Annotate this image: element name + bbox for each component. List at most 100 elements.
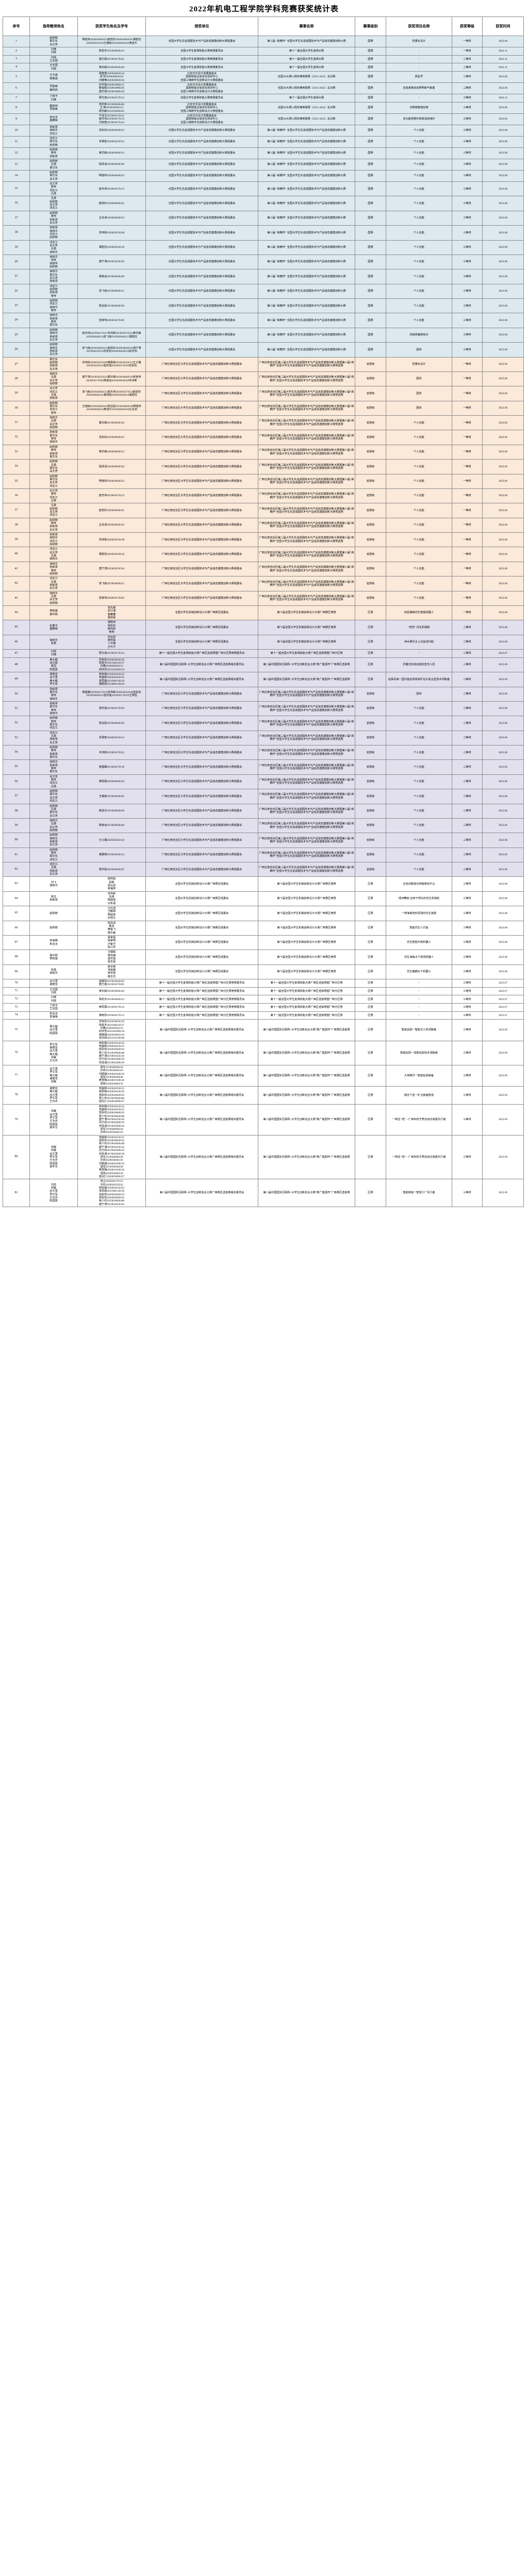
cell-grade: 一等奖 [452,400,483,416]
cell-competition: 广西壮族自治区第二届大学生先进成图技术与产品信息建模创新大赛暨第15届“高教杯”… [258,473,355,489]
cell-seq: 81 [3,1179,30,1207]
cell-competition: 第八届中国国际互联网+大学生创新创业大赛“数广集团杯”广西赛区选拔赛 [258,657,355,673]
table-row: 73 丁结平 王治国 黄思蓉2019030170132 第十一届全国大学生金相技能大赛广… [3,1003,524,1012]
table-row: 76 罗文军 谢德龙 谷万里 黄大健 邓敏 王为庆 钟剑锋2020030250333 朱庭新20… [3,1040,524,1065]
cell-teacher: 邓志江 赵耐丽 张栋梁 黎传 [29,283,78,299]
cell-student: 张家伟2020030170202 [77,313,146,328]
cell-grade: 三等奖 [452,269,483,284]
cell-student: 张家伟2020030170202 [77,590,146,606]
table-row: 74 朱治法 李海艳 黄晓彤2019030170112 第十一届全国大学生金相技能大赛广… [3,1011,524,1020]
cell-organization: 第八届中国国际互联网+大学生创新创业大赛广西赛区选拔赛组织委员会 [145,1104,258,1136]
cell-student: 梁冬2019040060228 孙祥2020030040118 刘颖旗2020020… [77,1064,146,1087]
cell-date: 2022.08 [482,605,524,621]
cell-student: 苏有钦2020030050229 宾俊杰2021048210137 孙雅202003… [77,1019,146,1041]
cell-level: 省部级 [355,503,386,518]
cell-organization: 广西壮族自治区大学生先进成图技术与产品信息建模创新大赛组委会 [145,473,258,489]
cell-student: 蒋东超2018030040418 [77,63,146,72]
cell-organization: 北京光华设计发展基金会 国家制造业信息化培训中心 全国三维数字化创新设计大赛组委会 [145,82,258,95]
cell-organization: 广西壮族自治区大学生先进成图技术与产品信息建模创新大赛组委会 [145,716,258,731]
cell-date: 2022.08 [482,620,524,635]
cell-date: 2022.08 [482,254,524,270]
cell-organization: 全国大学生机械创新设计大赛广西赛区组委会 [145,634,258,650]
cell-level: 国赛 [355,55,386,64]
cell-student: 杨莹莹2020030050134 张 钊2020030050226 刘康楠20200… [77,71,146,83]
cell-student: 黄昌耀2019030170136苏伟彬2020030250108范永松20200… [77,686,146,702]
cell-teacher: 赵耐丽 黎传 覃华东 邓志江 [29,716,78,731]
cell-level: 省部级 [355,386,386,401]
col-header-student: 获奖学生姓名及学号 [77,16,146,36]
cell-level: 省部级 [355,774,386,790]
cell-grade: 三等奖 [452,170,483,182]
cell-organization: 全国大学生先进成图技术与产品信息建模创新大赛组委会 [145,124,258,137]
cell-level: 省部级 [355,547,386,562]
table-row: 56 关文芳 黎传 邓志江 吕勇 黄政锟2020030040234 广西壮族自治区大学生先进… [3,774,524,790]
cell-seq: 35 [3,473,30,489]
cell-student: 张飞雨2019030040121欧蕊妙2020030040341唐宁涛20190… [77,342,146,358]
cell-student: 黄政锟2020030040234 [77,774,146,790]
cell-project: / [386,1003,452,1012]
cell-grade: 二等奖 [452,730,483,746]
cell-organization: 第八届中国国际互联网+大学生创新创业大赛广西赛区选拔赛组织委员会 [145,1064,258,1087]
cell-competition: 第八届中国国际互联网+大学生创新创业大赛“数广集团杯”广西赛区选拔赛 [258,1104,355,1136]
cell-competition: 第八届中国国际互联网+大学生创新创业大赛“数广集团杯”广西赛区选拔赛 [258,1040,355,1065]
cell-grade: 二等奖 [452,847,483,863]
cell-teacher: 秦四田 贾登峰 [29,101,78,114]
cell-seq: 65 [3,906,30,921]
cell-teacher: 谷万里 谢德龙 [29,979,78,988]
cell-competition: 第十一届全国大学生金相技能大赛广西区选拔赛暨广西分区赛 [258,995,355,1004]
cell-student: 欧杰伟2019030170113韦沛新2019030170223黄华森20200… [77,327,146,343]
cell-grade: 三等奖 [452,113,483,125]
cell-grade: 二等奖 [452,649,483,658]
cell-grade: 三等奖 [452,158,483,171]
cell-teacher: 赵耐丽 [29,920,78,936]
cell-organization: 全国大学生机械创新设计大赛广西赛区组委会 [145,605,258,621]
cell-project: 个人全能 [386,430,452,445]
cell-student: 黄昌耀2019030170136 [77,759,146,775]
table-row: 14 赵耐丽 覃华东 关文芳 明桂林2020030040323 全国大学生先进成图技术与产… [3,170,524,182]
cell-project: 个人全能 [386,196,452,211]
cell-organization: 全国大学生先进成图技术与产品信息建模创新大赛组委会 [145,298,258,314]
cell-project: 团体 [386,386,452,401]
cell-level: 省部级 [355,744,386,760]
cell-teacher: 赵耐丽 邓志江 徐晓华 黎传 [29,298,78,314]
cell-student: 蔡日锋2019030040310 [77,415,146,431]
cell-competition: 广西壮族自治区第二届大学生先进成图技术与产品信息建模创新大赛暨第15届“高教杯”… [258,686,355,702]
cell-project: 个人全能 [386,158,452,171]
cell-organization: 全国大学生金相技能大赛竞赛委员会 [145,63,258,72]
document-page: 2022年机电工程学院学科竞赛获奖统计表 序号 指导教师姓名 获奖学生姓名及学号… [0,0,528,1207]
cell-grade: 三等奖 [452,995,483,1004]
cell-grade: 三等奖 [452,920,483,936]
cell-project: 个人全能 [386,240,452,255]
cell-teacher: 张栋梁 覃华东 黎传 徐晓华 [29,686,78,702]
table-row: 37 吕勇 赵耐丽 关文芳 邓志江 欧蕊妙2020030040341 广西壮族自治区大学生先… [3,503,524,518]
cell-student: 廖文宫2019030170214 [77,94,146,103]
table-row: 19 邓志江 关文芳 吕勇 徐晓华 覃胜柱2020030250126 全国大学生先进成图技术… [3,240,524,255]
cell-grade: 二等奖 [452,789,483,804]
cell-level: 区赛 [355,1064,386,1087]
table-row: 71 王治国 刘政 蒋东超2018030040418 第十一届全国大学生金相技能大赛广西… [3,987,524,996]
cell-teacher: 张勇 徐晓华 [29,964,78,980]
cell-teacher: 邓志江 吕勇 张栋梁 关文芳 [29,861,78,877]
cell-teacher: 邓志江 吕勇 张栋梁 关文芳 [29,730,78,746]
cell-organization: 广西壮族自治区大学生先进成图技术与产品信息建模创新大赛组委会 [145,517,258,533]
table-row: 57 赵耐丽 覃华东 关文芳 邓志江 王锡雨2019030040345 广西壮族自治区大学生… [3,789,524,804]
cell-competition: 广西壮族自治区第二届大学生先进成图技术与产品信息建模创新大赛暨第15届“高教杯”… [258,847,355,863]
cell-student: 廖文宫2019030170214 [77,649,146,658]
cell-student: 杨家远2019030040438 [77,269,146,284]
table-row: 30 赵耐丽 覃华东 邓志江 黎传 王锡雨2019030040345陈治民20190300… [3,400,524,416]
cell-date: 2022.08 [482,891,524,907]
cell-organization: 全国大学生机械创新设计大赛广西赛区组委会 [145,920,258,936]
cell-grade: 三等奖 [452,254,483,270]
table-row: 58 赵耐丽 吕勇 覃华东 关文芳 黄佳乐2019030040109 广西壮族自治区大学生先… [3,803,524,819]
cell-seq: 34 [3,459,30,474]
table-row: 22 邓志江 赵耐丽 张栋梁 黎传 张飞雨2019030040121 全国大学生先进成图技术… [3,283,524,299]
cell-level: 区赛 [355,979,386,988]
cell-teacher: 赵耐丽 黎传 张栋梁 覃华东 [29,744,78,760]
cell-level: 省部级 [355,459,386,474]
cell-student: 陈宇辉 韦铭健 覃宇航 黄志杰 [77,964,146,980]
cell-level: 区赛 [355,620,386,635]
cell-organization: 全国大学生先进成图技术与产品信息建模创新大赛组委会 [145,170,258,182]
cell-level: 区赛 [355,891,386,907]
cell-teacher: 徐晓华 张勇 [29,634,78,650]
cell-organization: 第十一届全国大学生金相技能大赛广西区选拔赛暨广西分区赛竞赛委员会 [145,987,258,996]
